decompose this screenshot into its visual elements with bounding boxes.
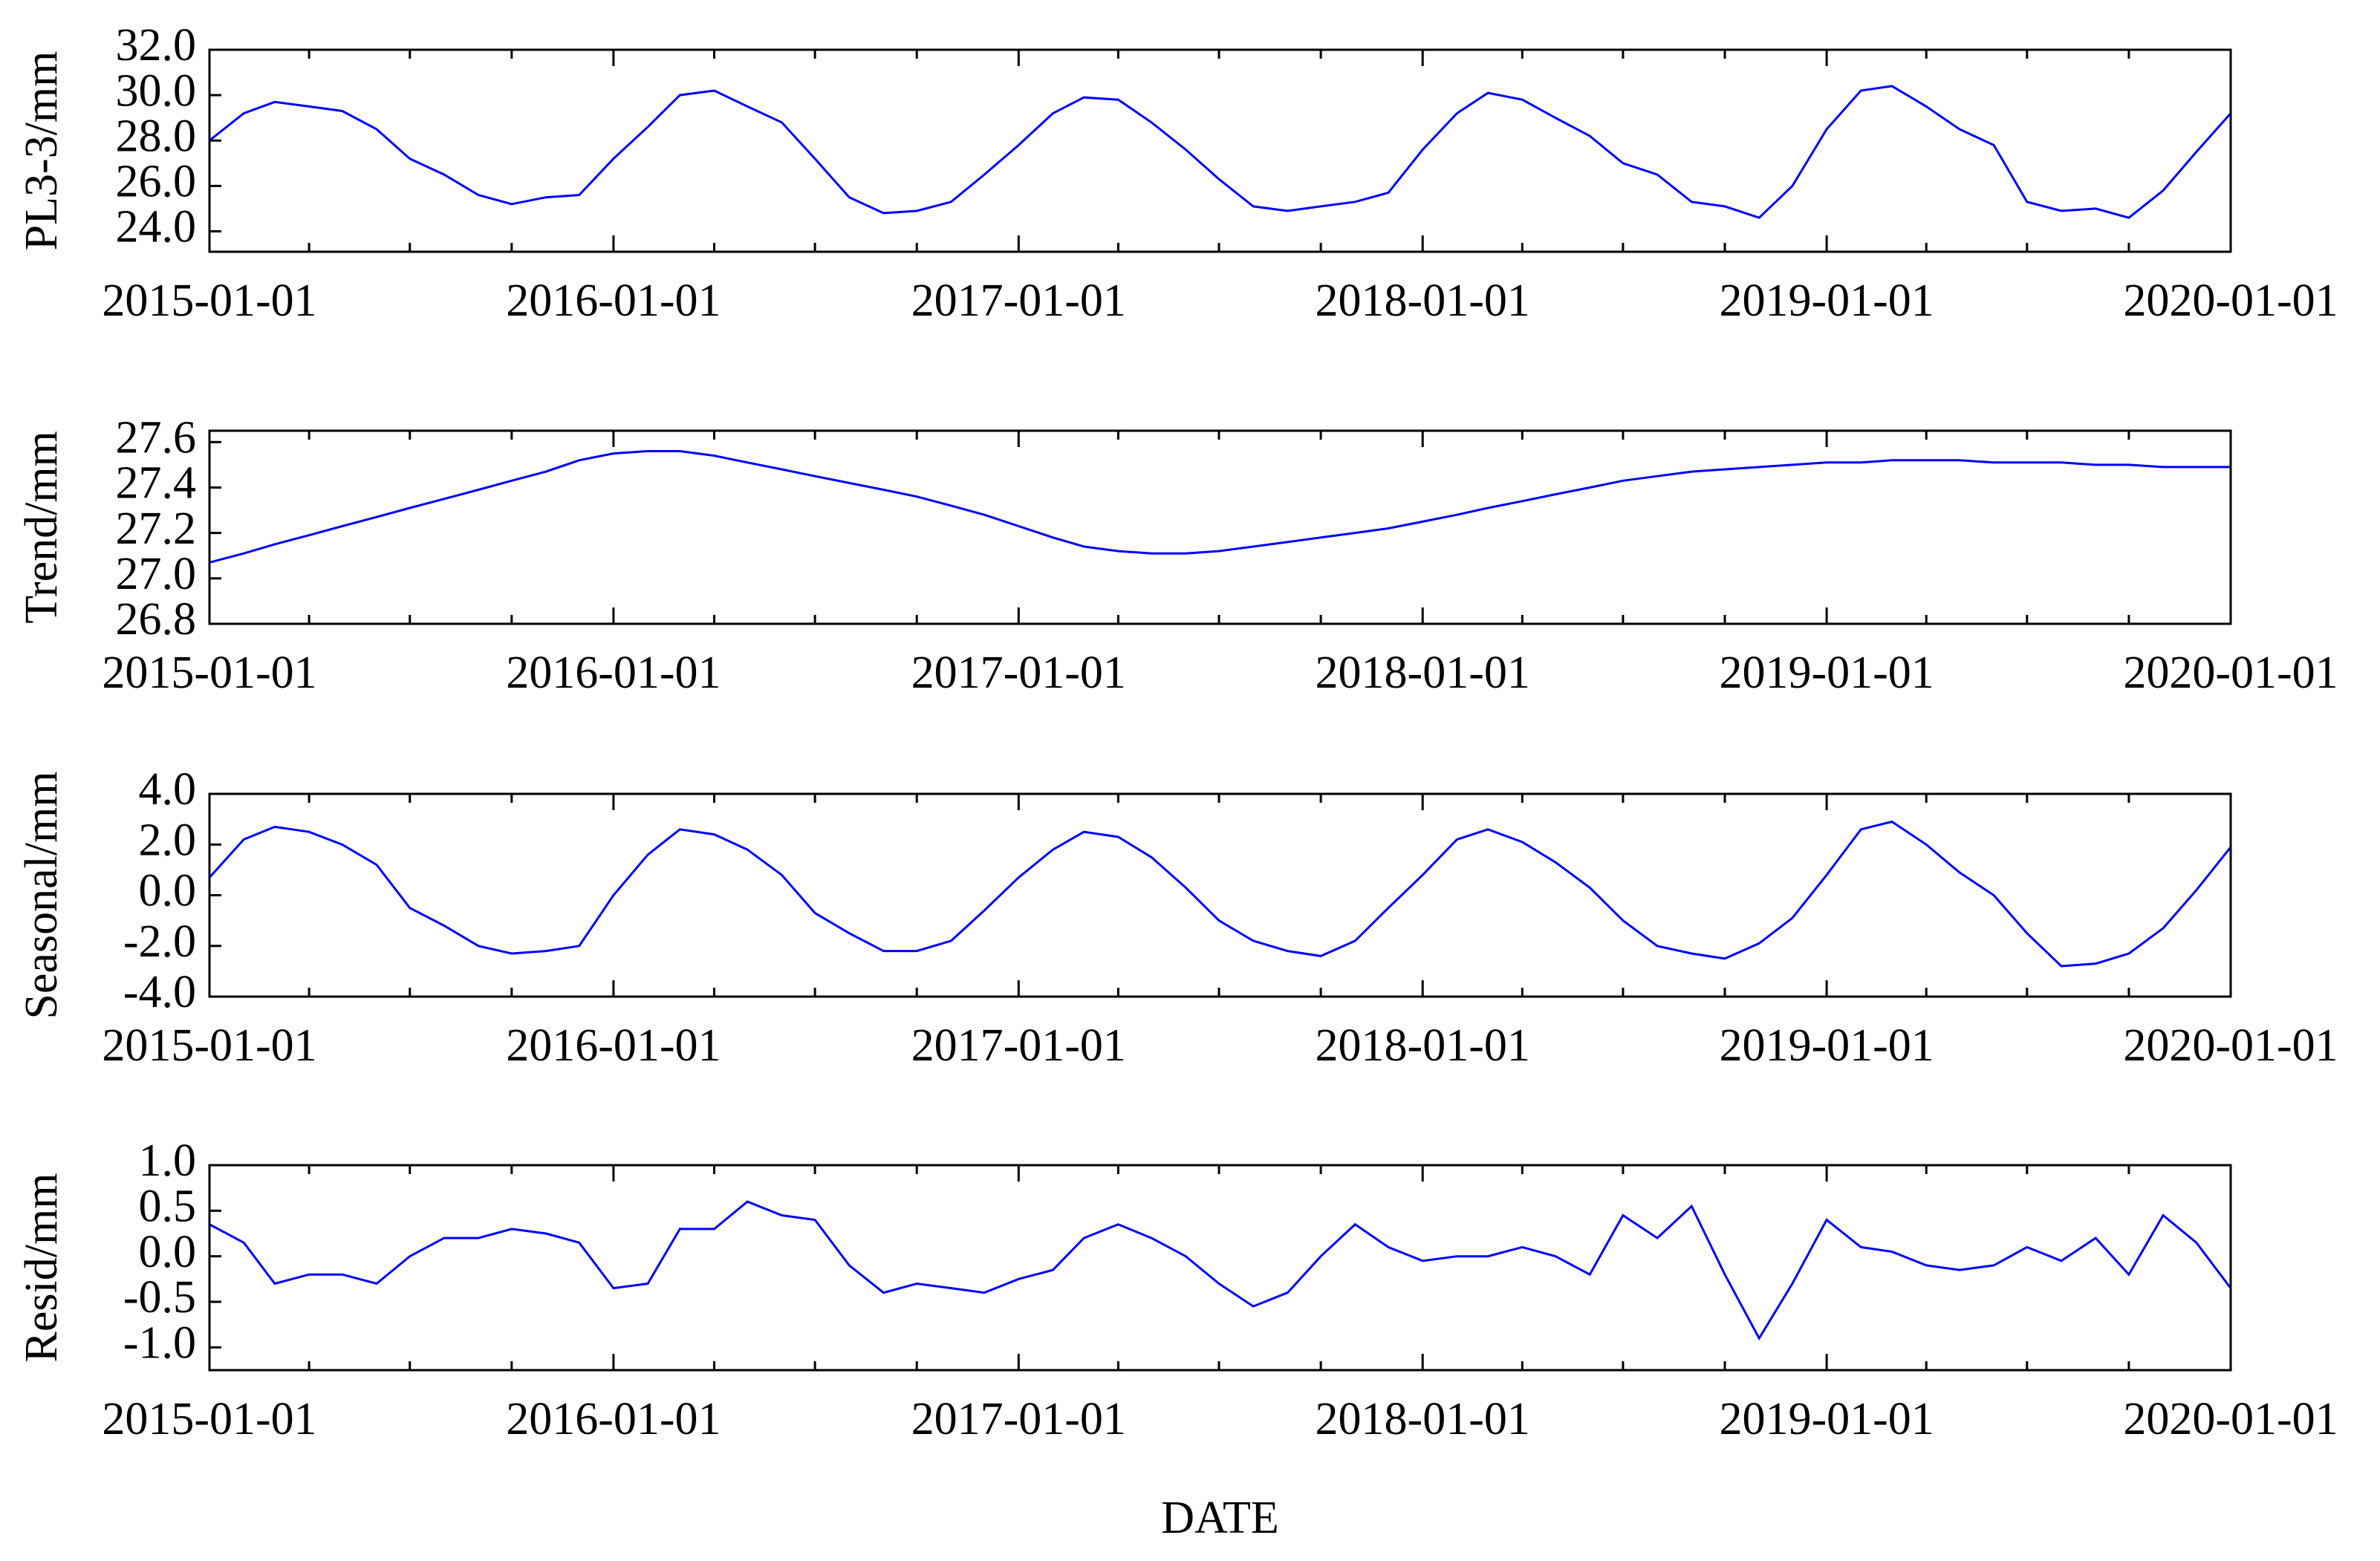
y-tick-label: -2.0 [123, 916, 196, 967]
x-tick-label: 2015-01-01 [102, 648, 316, 698]
x-tick-label: 2019-01-01 [1719, 648, 1934, 698]
x-tick-label: 2016-01-01 [506, 276, 721, 326]
data-line [209, 85, 2232, 219]
y-axis-label: Trend/mm [16, 431, 67, 624]
x-tick-label: 2017-01-01 [911, 1020, 1126, 1071]
y-tick-label: 0.0 [139, 1227, 197, 1277]
x-tick-label: 2019-01-01 [1719, 1394, 1934, 1444]
y-tick-label: 27.6 [116, 413, 197, 463]
x-tick-label: 2020-01-01 [2123, 1394, 2338, 1444]
y-tick-label: 2.0 [139, 815, 197, 865]
data-line [209, 450, 2231, 564]
x-tick-label: 2016-01-01 [506, 1020, 721, 1071]
x-tick-label: 2020-01-01 [2123, 276, 2338, 326]
y-tick-label: 4.0 [139, 764, 197, 815]
x-tick-label: 2015-01-01 [102, 1020, 316, 1071]
x-tick-label: 2018-01-01 [1316, 276, 1530, 326]
y-axis-label: Resid/mm [16, 1173, 67, 1363]
plot-frame [208, 1164, 2232, 1372]
y-tick-label: 27.4 [116, 458, 197, 509]
x-tick-label: 2016-01-01 [506, 1394, 721, 1444]
x-tick-label: 2017-01-01 [911, 1394, 1126, 1444]
x-tick-label: 2017-01-01 [911, 276, 1126, 326]
x-tick-label: 2016-01-01 [506, 648, 721, 698]
y-tick-label: 26.8 [116, 594, 197, 645]
x-tick-label: 2018-01-01 [1316, 1020, 1530, 1071]
x-tick-label: 2017-01-01 [911, 648, 1126, 698]
plot-frame [208, 48, 2232, 253]
x-tick-label: 2020-01-01 [2123, 1020, 2338, 1071]
data-line [208, 820, 2232, 968]
x-tick-label: 2018-01-01 [1316, 648, 1530, 698]
y-tick-label: -4.0 [123, 967, 196, 1017]
y-tick-label: 24.0 [116, 202, 197, 252]
y-axis-label: Seasonal/mm [16, 771, 67, 1019]
y-tick-label: 27.0 [116, 549, 197, 599]
y-tick-label: 0.0 [139, 866, 197, 916]
y-tick-label: -1.0 [123, 1318, 196, 1369]
x-tick-label: 2019-01-01 [1719, 1020, 1934, 1071]
y-tick-label: 27.2 [116, 504, 197, 554]
x-tick-label: 2019-01-01 [1719, 276, 1934, 326]
y-tick-label: 32.0 [116, 20, 197, 71]
x-tick-label: 2018-01-01 [1316, 1394, 1530, 1444]
y-tick-label: 28.0 [116, 111, 197, 161]
x-axis-label: DATE [1161, 1493, 1278, 1543]
y-axis-label: PL3-3/mm [16, 51, 67, 251]
x-tick-label: 2020-01-01 [2123, 648, 2338, 698]
x-tick-label: 2015-01-01 [102, 276, 316, 326]
data-line [209, 1200, 2232, 1341]
plot-frame [208, 792, 2232, 998]
y-tick-label: 1.0 [139, 1135, 197, 1186]
y-tick-label: -0.5 [123, 1272, 196, 1323]
x-tick-label: 2015-01-01 [102, 1394, 316, 1444]
y-tick-label: 26.0 [116, 157, 197, 207]
y-tick-label: 0.5 [139, 1182, 197, 1232]
y-tick-label: 30.0 [116, 65, 197, 116]
